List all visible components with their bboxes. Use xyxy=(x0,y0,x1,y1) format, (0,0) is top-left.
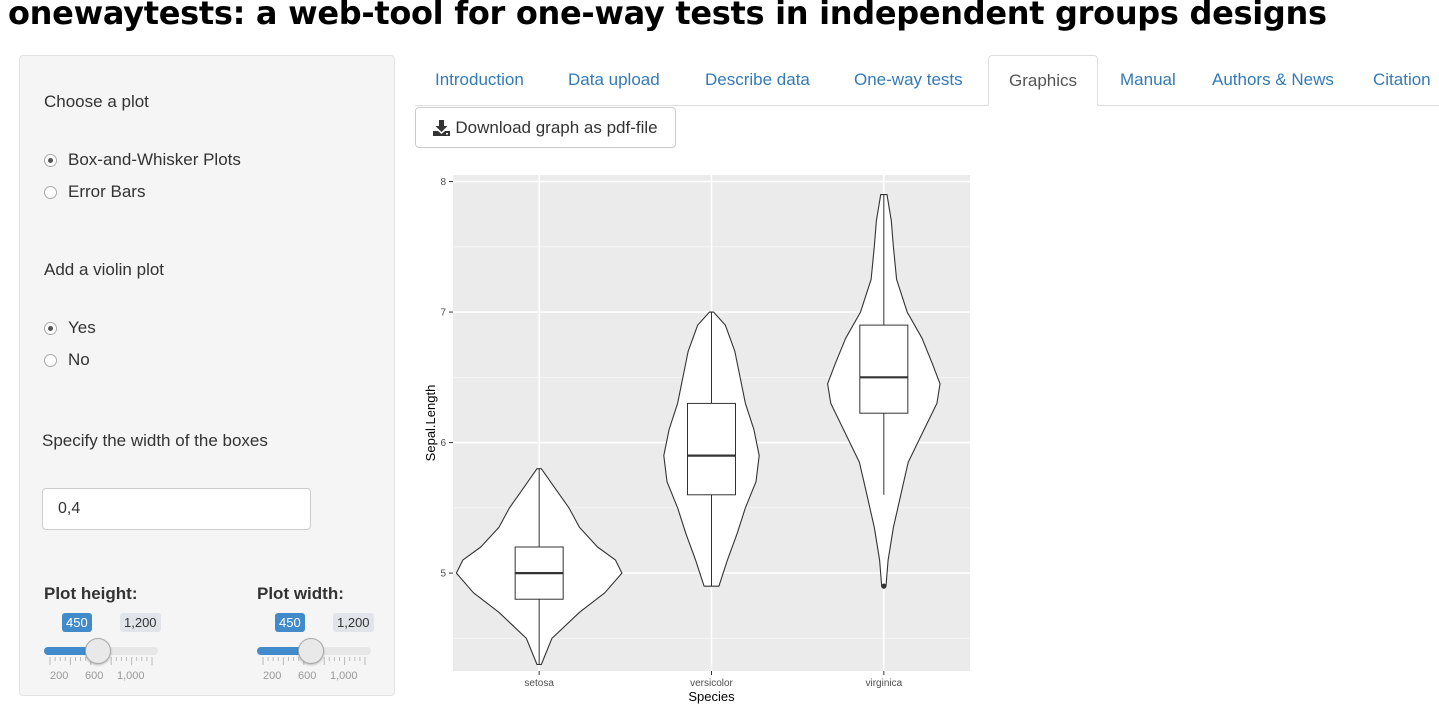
radio-box-whisker[interactable]: Box-and-Whisker Plots xyxy=(44,150,241,170)
slider-tick-label: 600 xyxy=(85,670,104,682)
slider-fill xyxy=(44,647,98,655)
plot-height-label: Plot height: xyxy=(44,584,138,603)
radio-label: Yes xyxy=(68,318,96,337)
page-title: onewaytests: a web-tool for one-way test… xyxy=(8,0,1327,32)
radio-error-bars[interactable]: Error Bars xyxy=(44,182,145,202)
radio-button-selected-icon[interactable] xyxy=(44,321,57,335)
plot-height-slider[interactable]: 450 1,200 200 600 1,000 xyxy=(44,613,161,683)
tab-introduction[interactable]: Introduction xyxy=(435,70,524,89)
radio-label: No xyxy=(68,350,90,369)
radio-button-icon[interactable] xyxy=(44,353,57,367)
slider-value-badge: 450 xyxy=(62,613,92,632)
x-tick-label: setosa xyxy=(524,678,554,689)
plot-type-label: Choose a plot xyxy=(44,92,149,111)
slider-tick-label: 1,000 xyxy=(117,670,145,682)
radio-button-selected-icon[interactable] xyxy=(44,153,57,167)
tab-graphics[interactable]: Graphics xyxy=(988,55,1098,106)
slider-value-badge: 450 xyxy=(275,613,305,632)
y-tick-label: 5 xyxy=(440,569,446,580)
slider-handle[interactable] xyxy=(84,638,111,664)
slider-handle[interactable] xyxy=(297,638,324,664)
radio-violin-no[interactable]: No xyxy=(44,350,90,370)
box-versicolor xyxy=(687,402,736,496)
slider-tick-label: 600 xyxy=(298,670,317,682)
radio-button-icon[interactable] xyxy=(44,185,57,199)
radio-violin-yes[interactable]: Yes xyxy=(44,318,96,338)
download-button-label: Download graph as pdf-file xyxy=(455,117,658,137)
x-axis-label: Species xyxy=(688,689,735,704)
y-axis-label: Sepal.Length xyxy=(423,385,438,462)
tab-describe-data[interactable]: Describe data xyxy=(705,70,810,89)
y-tick-label: 7 xyxy=(440,308,446,319)
box-virginica xyxy=(859,324,909,414)
radio-label: Error Bars xyxy=(68,182,146,201)
slider-tick-label: 200 xyxy=(50,670,69,682)
outlier-point xyxy=(881,583,887,589)
plot-width-slider[interactable]: 450 1,200 200 600 1,000 xyxy=(257,613,374,683)
tab-authors-news[interactable]: Authors & News xyxy=(1212,70,1334,89)
box-width-label: Specify the width of the boxes xyxy=(42,431,268,450)
x-tick-label: versicolor xyxy=(690,678,733,689)
slider-tick-label: 1,000 xyxy=(330,670,358,682)
x-tick-label: virginica xyxy=(865,678,902,689)
y-tick-label: 6 xyxy=(440,438,446,449)
slider-max-badge: 1,200 xyxy=(120,613,161,632)
tab-one-way-tests[interactable]: One-way tests xyxy=(854,70,963,89)
violin-label: Add a violin plot xyxy=(44,260,165,279)
slider-max-badge: 1,200 xyxy=(333,613,374,632)
sidebar-panel: Choose a plot Box-and-Whisker Plots Erro… xyxy=(19,55,395,696)
tab-manual[interactable]: Manual xyxy=(1120,70,1176,89)
plot-width-label: Plot width: xyxy=(257,584,344,603)
radio-label: Box-and-Whisker Plots xyxy=(68,150,241,169)
tab-bar: Introduction Data upload Describe data O… xyxy=(415,55,1439,106)
slider-fill xyxy=(257,647,311,655)
slider-tick-label: 200 xyxy=(263,670,282,682)
box-violin-chart: 5 6 7 8 setosa versicolor virginica Species Sepa… xyxy=(423,175,970,704)
download-icon xyxy=(433,119,451,136)
y-tick-label: 8 xyxy=(440,177,446,188)
tab-data-upload[interactable]: Data upload xyxy=(568,70,660,89)
download-graph-button[interactable]: Download graph as pdf-file xyxy=(415,107,676,148)
box-width-input[interactable] xyxy=(42,488,311,530)
tab-citation[interactable]: Citation xyxy=(1373,70,1431,89)
